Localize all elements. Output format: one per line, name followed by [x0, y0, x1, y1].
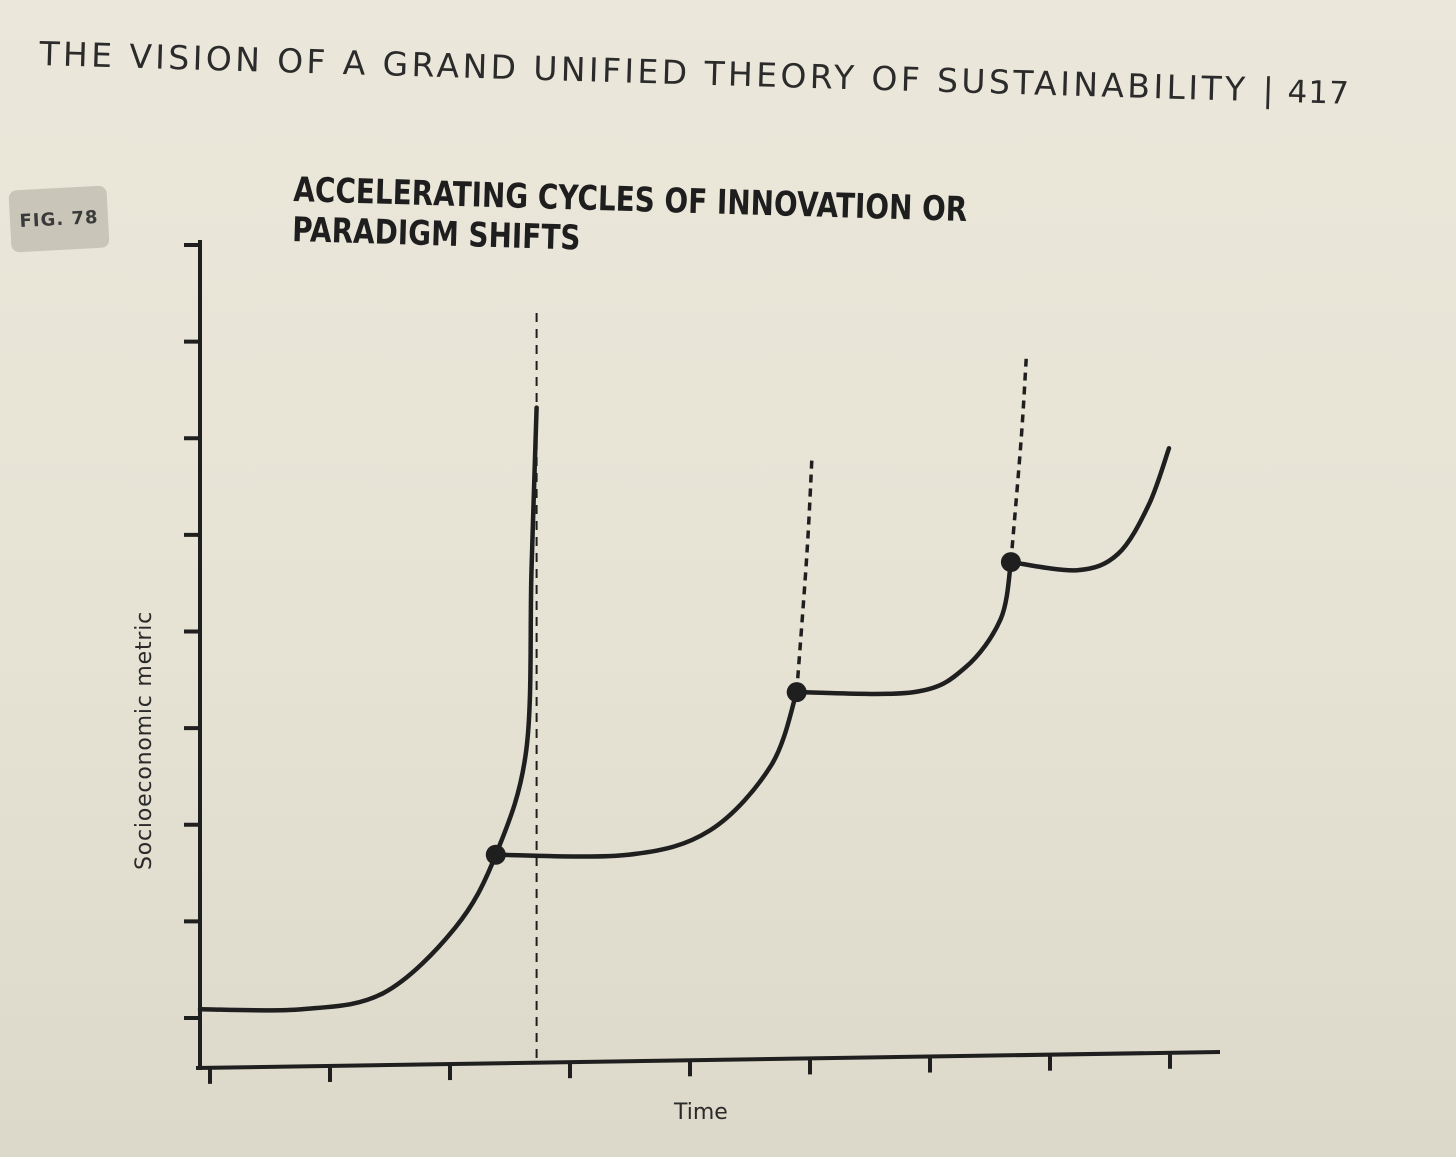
x-axis: [195, 1050, 1221, 1070]
projection-curve-2: [794, 456, 814, 693]
projection-curve-4: [1009, 358, 1028, 563]
x-axis-label: Time: [674, 1100, 728, 1125]
innovation-dot-1: [786, 682, 807, 703]
y-axis-label: Socioeconomic metric: [132, 610, 157, 870]
growth-curve-3: [794, 559, 1014, 697]
innovation-dot-0: [485, 844, 506, 865]
growth-curve-0: [197, 405, 539, 1013]
growth-curve-1: [493, 689, 799, 859]
innovation-dot-2: [1000, 552, 1021, 573]
growth-curve-5: [1008, 446, 1172, 573]
